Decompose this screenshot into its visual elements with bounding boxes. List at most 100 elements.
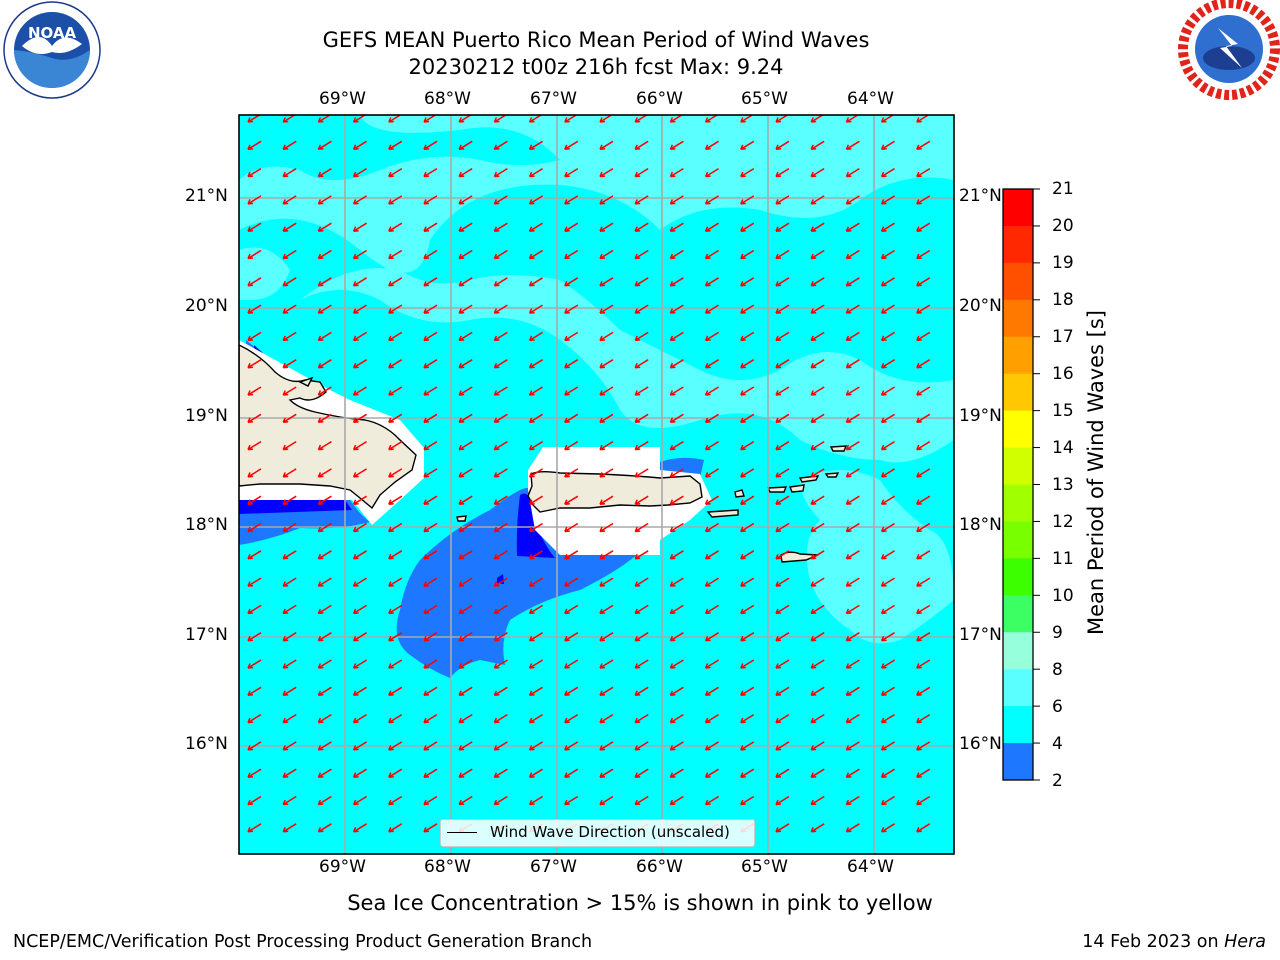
wind-wave-arrow — [458, 331, 473, 342]
wind-wave-arrow — [634, 304, 649, 314]
wind-wave-arrow — [880, 522, 895, 533]
wind-wave-arrow — [669, 222, 684, 232]
lat-tick-left: 16°N — [185, 734, 228, 754]
wind-wave-arrow — [388, 632, 403, 642]
chart-title: GEFS MEAN Puerto Rico Mean Period of Win… — [322, 28, 870, 52]
wind-wave-arrow — [528, 659, 543, 669]
wind-wave-arrow — [916, 632, 931, 642]
wind-wave-arrow — [388, 331, 403, 342]
lon-tick-top: 67°W — [530, 89, 577, 109]
wind-wave-arrow — [423, 440, 438, 451]
wind-wave-arrow — [810, 495, 825, 505]
wind-wave-arrow — [669, 468, 684, 478]
wind-wave-arrow — [352, 440, 367, 451]
wind-wave-arrow — [247, 359, 262, 369]
wind-wave-arrow — [352, 795, 367, 806]
wave-period-band-8-9 — [239, 115, 954, 644]
wind-wave-arrow — [458, 495, 473, 505]
wind-wave-arrow — [775, 686, 790, 697]
puerto-rico — [527, 471, 703, 513]
wind-wave-arrow — [704, 359, 719, 369]
wind-wave-arrow — [845, 823, 860, 833]
lon-tick-top: 69°W — [319, 89, 366, 109]
wind-wave-arrow — [740, 768, 755, 778]
wind-wave-arrow — [880, 686, 895, 697]
colorbar-label: 10 — [1052, 586, 1074, 606]
wind-wave-arrow — [493, 577, 508, 587]
wind-wave-arrow — [740, 331, 755, 342]
wind-wave-arrow — [880, 823, 895, 833]
wind-wave-arrow — [845, 686, 860, 697]
colorbar-segment — [1003, 743, 1033, 781]
wind-wave-arrow — [282, 550, 297, 560]
wind-wave-arrow — [458, 795, 473, 806]
wind-wave-arrow — [458, 304, 473, 314]
wind-wave-arrow — [704, 686, 719, 697]
wind-wave-arrow — [282, 249, 297, 260]
wind-wave-arrow — [669, 604, 684, 615]
wind-wave-arrow — [493, 768, 508, 778]
wind-wave-arrow — [458, 604, 473, 615]
wind-wave-arrow — [740, 686, 755, 697]
wind-wave-arrow — [880, 768, 895, 778]
wind-wave-arrow — [564, 741, 579, 751]
wind-wave-arrow — [352, 359, 367, 369]
wind-wave-arrow — [880, 741, 895, 751]
wind-wave-arrow — [423, 659, 438, 669]
wind-wave-arrow — [423, 632, 438, 642]
wind-wave-arrow — [317, 713, 332, 724]
wind-wave-arrow — [388, 195, 403, 205]
wind-wave-arrow — [810, 577, 825, 587]
wind-wave-arrow — [528, 331, 543, 342]
wind-wave-arrow — [352, 195, 367, 205]
wind-wave-arrow — [317, 550, 332, 560]
wind-wave-arrow — [669, 140, 684, 151]
wind-wave-arrow — [669, 632, 684, 642]
wind-wave-arrow — [810, 659, 825, 669]
wind-wave-arrow — [634, 386, 649, 396]
wind-wave-arrow — [423, 413, 438, 424]
wind-wave-arrow — [282, 495, 297, 505]
wind-wave-arrow — [775, 604, 790, 615]
wind-wave-arrow — [423, 167, 438, 178]
wind-wave-arrow — [916, 686, 931, 697]
wind-wave-arrow — [317, 413, 332, 424]
wind-wave-arrow — [247, 659, 262, 669]
wind-wave-arrow — [810, 386, 825, 396]
wind-wave-arrow — [810, 713, 825, 724]
wind-wave-arrow — [388, 686, 403, 697]
wind-wave-arrow — [423, 768, 438, 778]
wind-wave-arrow — [528, 249, 543, 260]
wind-wave-arrow — [704, 413, 719, 424]
wind-wave-arrow — [458, 140, 473, 151]
colorbar-segment — [1003, 373, 1033, 412]
wind-wave-arrow — [669, 249, 684, 260]
wind-wave-arrow — [775, 331, 790, 342]
wind-wave-arrow — [810, 768, 825, 778]
wind-wave-arrow — [458, 577, 473, 587]
wind-wave-arrow — [352, 604, 367, 615]
wind-wave-arrow — [352, 632, 367, 642]
wind-wave-arrow — [458, 277, 473, 287]
wind-wave-arrow — [388, 659, 403, 669]
wind-wave-arrow — [704, 659, 719, 669]
wind-wave-arrow — [740, 741, 755, 751]
wind-wave-arrow — [423, 468, 438, 478]
wind-wave-arrow — [423, 522, 438, 533]
wind-wave-arrow — [704, 386, 719, 396]
wind-wave-arrow — [845, 222, 860, 232]
wind-wave-arrow — [317, 741, 332, 751]
wind-wave-arrow — [423, 823, 438, 833]
wind-wave-arrow — [493, 140, 508, 151]
wind-wave-arrow — [845, 249, 860, 260]
wind-wave-arrow — [740, 440, 755, 451]
wind-wave-arrow — [317, 359, 332, 369]
wind-wave-arrow — [704, 795, 719, 806]
wind-wave-arrow — [423, 359, 438, 369]
wind-wave-arrow — [880, 632, 895, 642]
wind-wave-arrow — [352, 140, 367, 151]
wind-wave-arrow — [845, 277, 860, 287]
wind-wave-arrow — [634, 222, 649, 232]
colorbar-segment — [1003, 632, 1033, 670]
wind-wave-arrow — [775, 741, 790, 751]
